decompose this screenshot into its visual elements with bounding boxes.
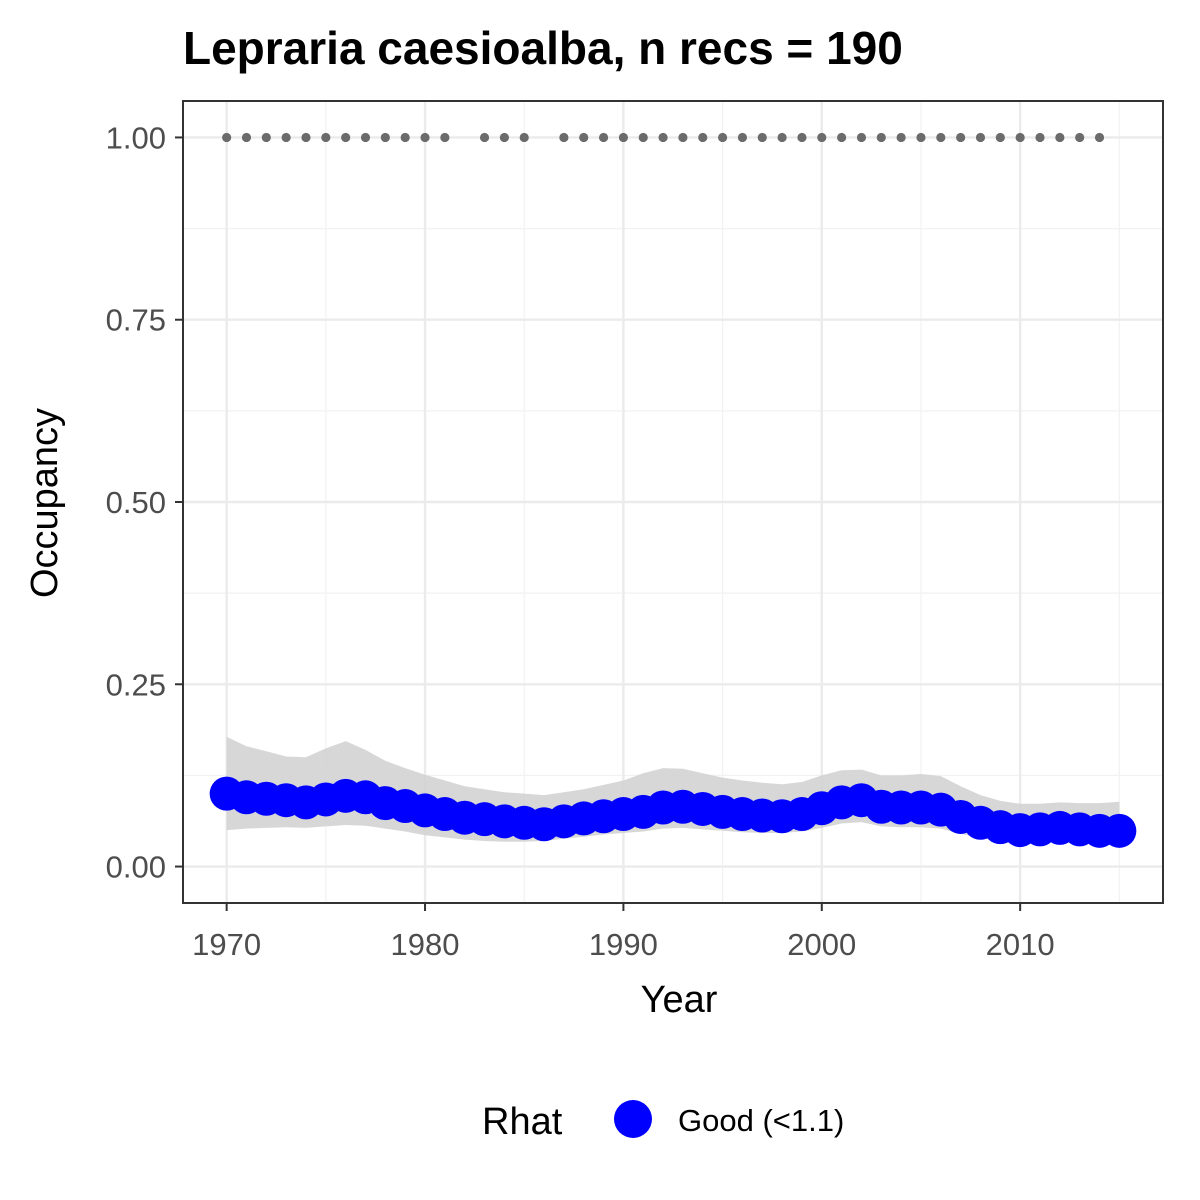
occupancy-points — [209, 776, 1137, 848]
record-dot — [579, 132, 589, 143]
y-axis-label: Occupancy — [24, 408, 66, 598]
record-dot — [737, 132, 748, 143]
record-dot — [817, 132, 827, 143]
y-tick-label: 0.75 — [106, 303, 166, 338]
x-tick-label: 1970 — [192, 927, 261, 962]
record-dot — [717, 132, 728, 143]
record-dot — [281, 132, 291, 143]
x-axis-label: Year — [641, 979, 718, 1021]
legend-title: Rhat — [482, 1101, 563, 1143]
legend: Rhat Good (<1.1) — [482, 1100, 844, 1143]
record-dot — [1015, 132, 1025, 143]
y-tick-label: 0.25 — [106, 667, 166, 702]
legend-key-good — [614, 1100, 652, 1138]
record-dot — [618, 132, 629, 143]
record-dot — [400, 132, 410, 143]
record-dot — [658, 132, 668, 143]
record-dot — [1055, 132, 1065, 143]
record-dot — [757, 132, 767, 143]
record-dot — [638, 132, 648, 143]
record-dot — [360, 132, 371, 143]
record-dot — [876, 132, 886, 143]
y-tick-label: 0.50 — [106, 485, 166, 520]
record-dot — [797, 132, 807, 143]
record-dot — [896, 132, 906, 143]
record-dot — [499, 132, 509, 143]
x-tick-label: 2000 — [787, 927, 856, 962]
record-dot — [956, 132, 966, 143]
record-dot — [856, 132, 867, 143]
y-tick-label: 1.00 — [106, 120, 166, 155]
record-dot — [837, 132, 847, 143]
record-dot — [936, 132, 946, 143]
record-dot — [341, 132, 351, 143]
record-dot — [301, 132, 311, 143]
record-dot — [1094, 132, 1105, 143]
record-dot — [995, 132, 1005, 143]
x-tick-label: 2010 — [986, 927, 1055, 962]
legend-label-good: Good (<1.1) — [678, 1103, 844, 1138]
x-axis: 1970 1980 1990 2000 2010 — [192, 903, 1055, 962]
record-dot — [321, 132, 331, 143]
record-dot — [1075, 132, 1085, 143]
record-dot — [479, 132, 490, 143]
record-dot — [777, 132, 787, 143]
record-dot — [1035, 132, 1045, 143]
chart-title: Lepraria caesioalba, n recs = 190 — [183, 22, 903, 74]
record-dot — [519, 132, 529, 143]
x-tick-label: 1980 — [391, 927, 460, 962]
record-dot — [598, 132, 609, 143]
record-dot — [975, 132, 986, 143]
record-dots — [222, 132, 1105, 143]
record-dot — [261, 132, 271, 143]
record-dot — [678, 132, 688, 143]
record-dot — [420, 132, 430, 143]
record-dot — [698, 132, 708, 143]
record-dot — [559, 132, 569, 143]
occupancy-point — [1102, 813, 1137, 848]
record-dot — [440, 132, 450, 143]
record-dot — [222, 132, 232, 143]
record-dot — [916, 132, 926, 143]
x-tick-label: 1990 — [589, 927, 658, 962]
y-axis: 0.00 0.25 0.50 0.75 1.00 — [106, 120, 183, 885]
y-tick-label: 0.00 — [106, 850, 166, 885]
record-dot — [241, 132, 252, 143]
record-dot — [380, 132, 390, 143]
